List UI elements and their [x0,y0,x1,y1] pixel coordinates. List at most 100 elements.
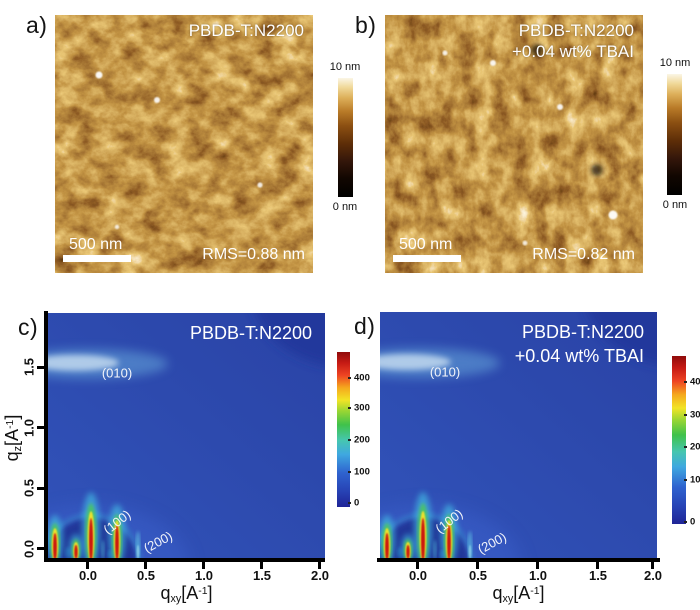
x-tick-label: 2.0 [310,568,330,583]
x-tick-c [202,562,205,569]
x-tick-label: 1.5 [588,568,608,583]
intensity-colorbar-c [337,352,350,507]
afm-texture-a [55,15,313,273]
ylabel-close: ] [1,414,22,420]
y-tick-label: 0.0 [21,539,37,559]
colorbar-tick-label: 400 [690,376,700,388]
colorbar-tick [348,502,351,504]
x-tick-c [318,562,321,569]
giwaxs-pattern-c [48,313,325,558]
y-tick-c [37,426,44,429]
scale-bar-b [393,255,461,262]
x-tick-label: 1.0 [528,568,548,583]
x-tick-label: 0.0 [408,568,428,583]
panel-d-title-line1: PBDB-T:N2200 [521,322,644,342]
colorbar-tick-label: 100 [354,466,370,478]
panel-d-label: d) [354,313,376,339]
panel-d-title-line2: +0.04 wt% TBAI [514,346,644,366]
colorbar-tick-label: 200 [690,441,700,453]
ylabel-sup: -1 [4,419,16,429]
x-tick-label: 0.5 [136,568,156,583]
panel-a-label: a) [26,12,48,38]
xlabel-open: [A [181,583,199,603]
y-axis-label-c: qz[A-1] [2,415,24,462]
colorbar-tick-label: 300 [354,402,370,414]
x-tick-c [144,562,147,569]
xlabel-sub: xy [502,593,514,606]
x-tick-d [651,562,654,569]
y-tick-c [37,366,44,369]
height-colorbar-b-min: 0 nm [662,199,688,211]
x-tick-label: 0.5 [468,568,488,583]
height-colorbar-a-max: 10 nm [329,61,361,73]
afm-image-a: PBDB-T:N2200 500 nm RMS=0.88 nm [55,15,313,273]
x-axis-c [44,558,325,562]
colorbar-tick [348,407,351,409]
height-colorbar-b [667,74,682,195]
colorbar-tick-label: 200 [354,434,370,446]
x-tick-d [476,562,479,569]
afm-image-b: PBDB-T:N2200 +0.04 wt% TBAI 500 nm RMS=0… [385,15,643,273]
giwaxs-plot-c: PBDB-T:N2200 (010) (100) (200) [48,313,325,558]
x-tick-label: 2.0 [643,568,663,583]
panel-b-title: PBDB-T:N2200 +0.04 wt% TBAI [512,20,634,62]
y-tick-c [37,547,44,550]
x-tick-d [416,562,419,569]
y-tick-label: 1.5 [21,357,37,377]
colorbar-tick [348,377,351,379]
colorbar-tick [684,414,687,416]
x-tick-c [86,562,89,569]
colorbar-tick [348,471,351,473]
peak-annotation-010-d: (010) [429,364,461,380]
xlabel-sup: -1 [530,585,540,597]
y-axis-c [44,311,48,562]
ylabel-sub: z [12,445,25,452]
colorbar-tick-label: 300 [690,409,700,421]
intensity-colorbar-d [672,356,686,524]
colorbar-tick-label: 0 [354,497,360,509]
y-tick-label: 0.5 [21,478,37,498]
xlabel-open: [A [513,583,531,603]
colorbar-tick [684,446,687,448]
x-axis-d [377,558,660,562]
x-tick-label: 1.0 [194,568,214,583]
giwaxs-plot-d: PBDB-T:N2200 +0.04 wt% TBAI (010) (100) … [380,312,657,558]
y-tick-c [37,487,44,490]
peak-annotation-010-c: (010) [101,365,133,381]
scale-bar-a [63,255,131,262]
xlabel-base: q [492,583,503,603]
panel-b-title-line2: +0.04 wt% TBAI [511,42,634,61]
x-tick-label: 1.5 [252,568,272,583]
ylabel-base: q [1,451,22,462]
panel-b-title-line1: PBDB-T:N2200 [518,21,634,40]
panel-d-title: PBDB-T:N2200 +0.04 wt% TBAI [515,320,644,368]
scale-bar-label-a: 500 nm [69,236,123,253]
height-colorbar-a [338,78,353,197]
rms-label-a: RMS=0.88 nm [202,246,305,263]
xlabel-sub: xy [170,593,182,606]
x-axis-label-d: qxy[A-1] [380,583,657,605]
xlabel-close: ] [207,583,213,603]
x-tick-c [260,562,263,569]
afm-texture-b [385,15,643,273]
colorbar-tick [348,439,351,441]
x-axis-label-c: qxy[A-1] [48,583,325,605]
x-tick-label: 0.0 [78,568,98,583]
xlabel-close: ] [539,583,545,603]
x-tick-d [536,562,539,569]
height-colorbar-b-max: 10 nm [659,57,691,69]
panel-a-title: PBDB-T:N2200 [188,21,304,40]
colorbar-tick [684,479,687,481]
colorbar-tick [684,521,687,523]
ylabel-open: [A [1,428,22,446]
rms-label-b: RMS=0.82 nm [532,246,635,263]
colorbar-tick-label: 0 [690,516,696,528]
colorbar-tick-label: 100 [690,474,700,486]
x-tick-d [596,562,599,569]
panel-c-title: PBDB-T:N2200 [189,323,312,343]
colorbar-tick [684,381,687,383]
colorbar-tick-label: 400 [354,372,370,384]
scale-bar-label-b: 500 nm [399,236,453,253]
xlabel-base: q [160,583,171,603]
